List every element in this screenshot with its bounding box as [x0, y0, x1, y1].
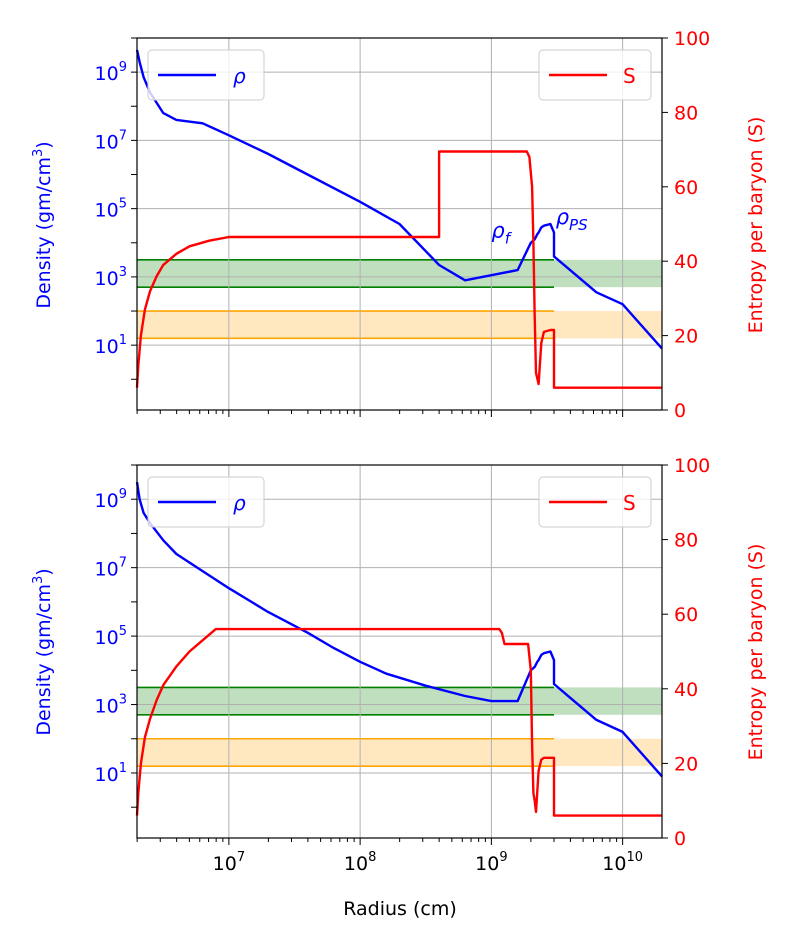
x-tick-label: 108 [344, 850, 376, 875]
right-y-axis-label: Entropy per baryon (S) [745, 117, 767, 334]
density-line [135, 49, 663, 350]
y-right-tick-label: 80 [674, 102, 698, 124]
band-regions [137, 686, 662, 767]
green-band-fill [137, 687, 662, 715]
y-right-tick-label: 20 [674, 753, 698, 775]
x-axis-label: Radius (cm) [343, 898, 457, 920]
right-y-axis-label: Entropy per baryon (S) [745, 544, 767, 761]
band-regions [137, 259, 662, 340]
annotations: ρf ρPS [491, 205, 588, 248]
orange-band-fill [137, 738, 662, 767]
y-left-tick-label: 105 [95, 197, 127, 222]
y-left-tick-label: 101 [95, 333, 127, 358]
right-y-ticks: 0 20 40 60 80 100 [662, 455, 710, 850]
y-left-tick-label: 109 [95, 487, 127, 512]
annotation-rho-f: ρf [491, 219, 512, 248]
y-right-tick-label: 40 [674, 679, 698, 701]
y-right-tick-label: 20 [674, 326, 698, 348]
y-left-tick-label: 105 [95, 624, 127, 649]
y-right-tick-label: 100 [674, 455, 710, 477]
y-right-tick-label: 40 [674, 251, 698, 273]
x-tick-marks: 107 108 109 1010 [136, 838, 643, 875]
data-series [135, 481, 663, 817]
x-tick-label: 1010 [602, 850, 643, 875]
left-y-axis-label: Density (gm/cm3) [31, 141, 55, 308]
y-right-tick-label: 80 [674, 530, 698, 552]
left-legend: ρ [147, 49, 265, 101]
left-y-ticks: 101 103 105 107 109 [95, 37, 137, 380]
top-panel: 101 103 105 107 109 0 20 40 60 80 100 ρf ρPS ρ S D… [31, 28, 767, 422]
y-left-tick-label: 103 [95, 265, 127, 290]
green-band-fill [137, 259, 662, 288]
right-legend: S [538, 476, 652, 528]
y-left-tick-label: 101 [95, 761, 127, 786]
density-line [135, 481, 663, 778]
grid-lines [137, 465, 662, 838]
legend-label-entropy: S [623, 64, 636, 88]
x-tick-label: 109 [475, 850, 507, 875]
y-right-tick-label: 0 [674, 400, 686, 422]
right-y-ticks: 0 20 40 60 80 100 [662, 28, 710, 422]
orange-band-fill [137, 311, 662, 339]
left-y-axis-label: Density (gm/cm3) [31, 568, 55, 735]
y-right-tick-label: 100 [674, 28, 710, 50]
left-y-ticks: 101 103 105 107 109 [95, 464, 137, 808]
y-left-tick-label: 107 [95, 128, 127, 153]
bottom-panel: 107 108 109 1010 101 103 105 107 109 0 20 40 60 80 1… [31, 455, 767, 920]
y-left-tick-label: 109 [95, 60, 127, 85]
x-tick-label: 107 [213, 850, 245, 875]
y-right-tick-label: 60 [674, 604, 698, 626]
y-left-tick-label: 107 [95, 556, 127, 581]
x-tick-marks [136, 410, 624, 417]
legend-label-density: ρ [233, 64, 246, 88]
right-legend: S [538, 49, 652, 101]
left-legend: ρ [147, 476, 265, 528]
entropy-line [135, 627, 662, 817]
legend-label-entropy: S [623, 491, 636, 515]
annotation-rho-ps: ρPS [556, 205, 588, 234]
y-right-tick-label: 0 [674, 828, 686, 850]
data-series [135, 49, 663, 389]
y-left-tick-label: 103 [95, 693, 127, 718]
y-right-tick-label: 60 [674, 177, 698, 199]
legend-label-density: ρ [233, 491, 246, 515]
entropy-line [135, 150, 662, 389]
